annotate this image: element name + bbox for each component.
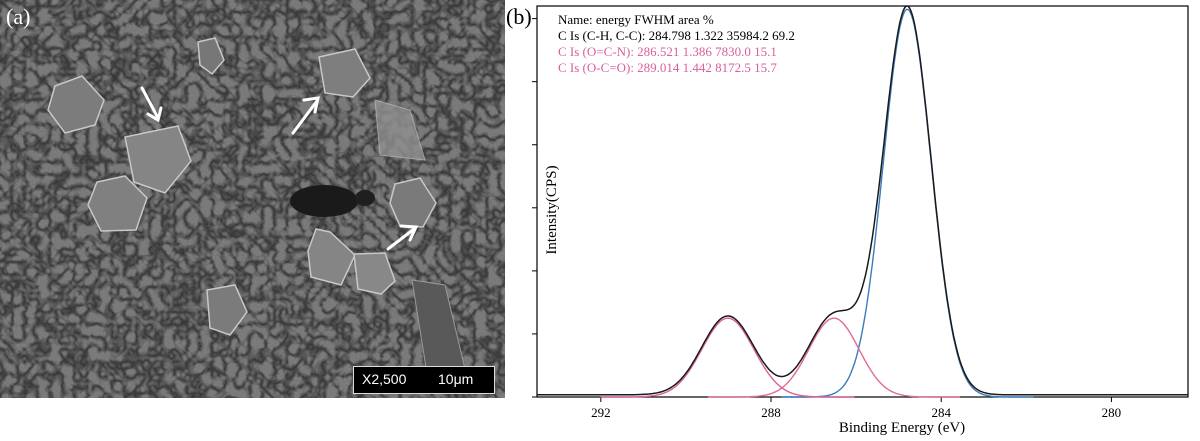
dark-void (290, 185, 358, 217)
sem-micrograph: X2,500 10μm (0, 0, 505, 398)
component-peak-0 (781, 8, 1034, 398)
component-peak-1 (707, 317, 961, 398)
panel-a-label: (a) (6, 4, 31, 29)
plot-frame (536, 5, 1189, 398)
y-axis-label: Intensity(CPS) (544, 165, 560, 254)
panel-b-label: (b) (506, 4, 532, 29)
xps-chart: 2922882842800102030405060 Binding Energy… (532, 5, 1189, 436)
chart-curves (537, 5, 1188, 398)
x-tick-label: 284 (931, 405, 951, 420)
magnification-label: X2,500 (362, 371, 407, 387)
legend-entry-oco: C Is (O-C=O): 289.014 1.442 8172.5 15.7 (558, 60, 777, 75)
component-peak-2 (600, 317, 855, 398)
arrow-icons (140, 86, 419, 251)
chart-axes (532, 5, 1189, 402)
x-tick-label: 280 (1102, 405, 1122, 420)
x-tick-label: 292 (591, 405, 611, 420)
scale-length-label: 10μm (438, 371, 474, 387)
legend-header: Name: energy FWHM area % (558, 12, 714, 27)
scale-bar: X2,500 10μm (353, 366, 495, 394)
sem-image (0, 0, 505, 398)
x-tick-label: 288 (761, 405, 781, 420)
crystal-particles (47, 37, 437, 336)
chart-legend: Name: energy FWHM area % C Is (C-H, C-C)… (558, 12, 795, 75)
chart-tick-labels: 2922882842800102030405060 (591, 405, 1122, 420)
x-axis-label: Binding Energy (eV) (839, 420, 965, 436)
envelope-curve (537, 5, 1188, 396)
legend-entry-ch-cc: C Is (C-H, C-C): 284.798 1.322 35984.2 6… (558, 28, 795, 43)
legend-entry-ocn: C Is (O=C-N): 286.521 1.386 7830.0 15.1 (558, 44, 777, 59)
